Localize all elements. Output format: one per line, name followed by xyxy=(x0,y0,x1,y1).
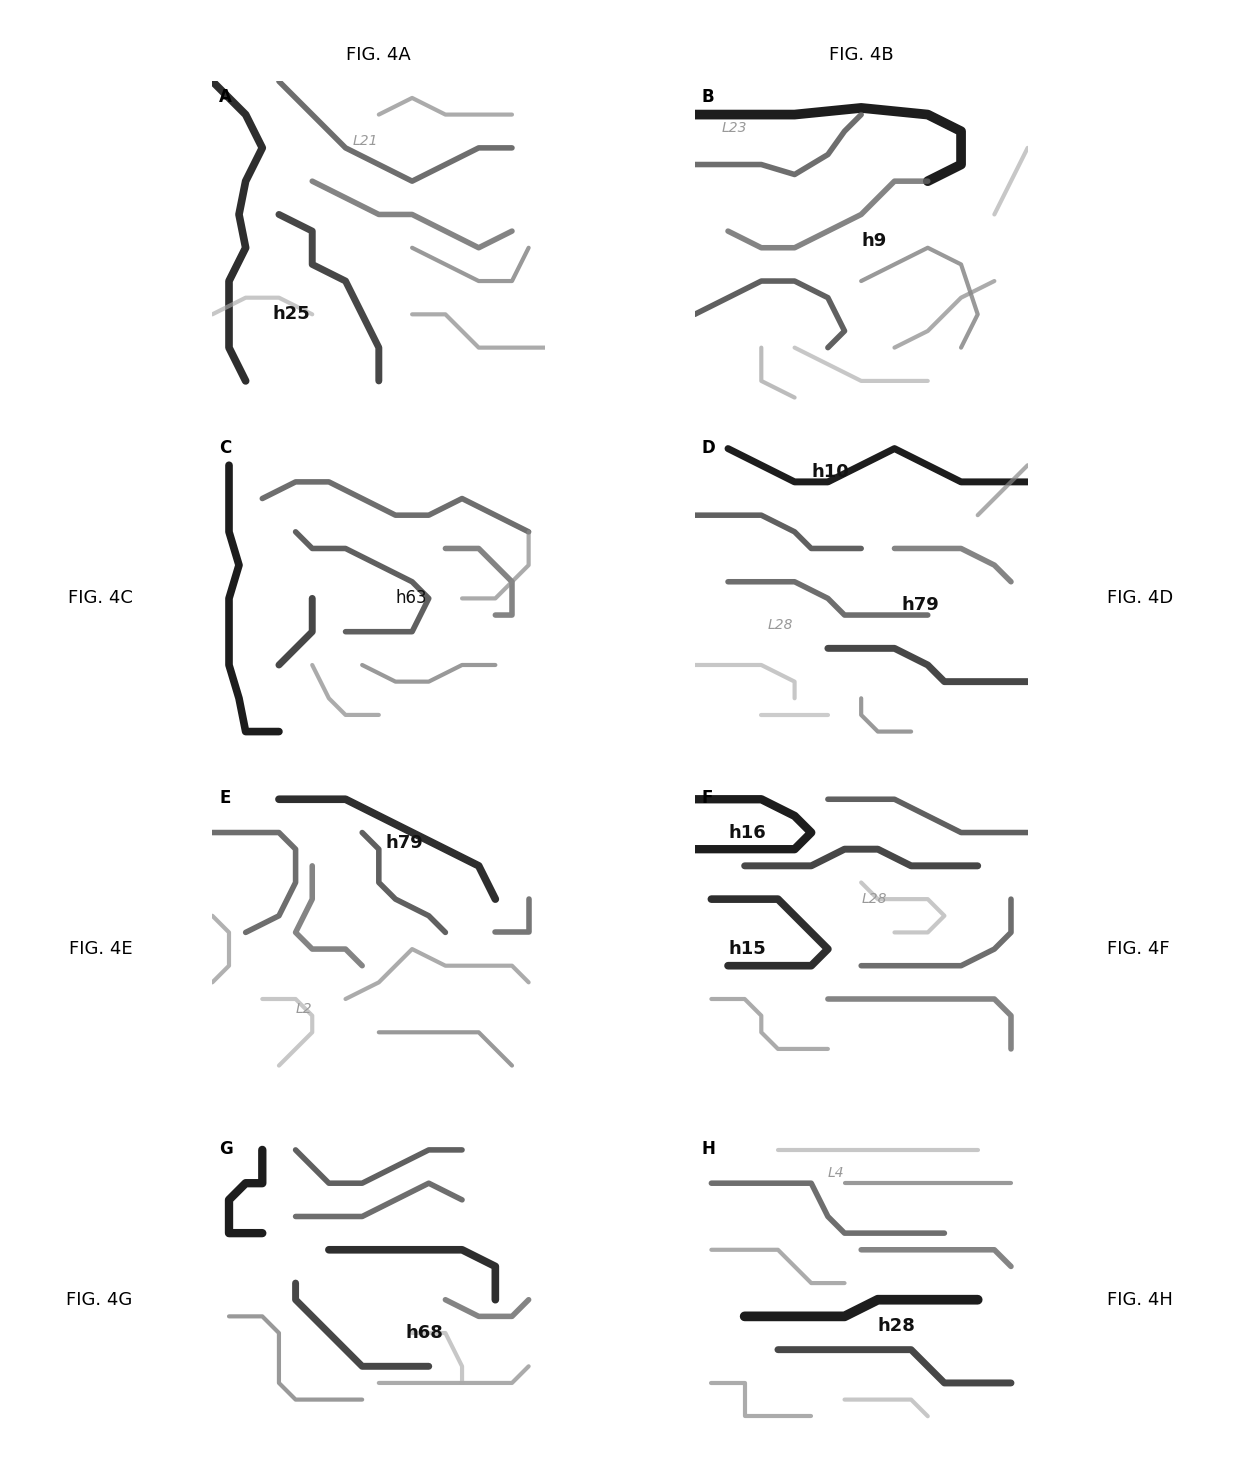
Text: FIG. 4H: FIG. 4H xyxy=(1107,1290,1173,1308)
Text: FIG. 4E: FIG. 4E xyxy=(69,940,133,958)
Text: FIG. 4D: FIG. 4D xyxy=(1107,590,1173,607)
Text: h79: h79 xyxy=(901,596,939,613)
Text: h79: h79 xyxy=(386,834,423,851)
Text: E: E xyxy=(219,789,231,807)
Text: B: B xyxy=(702,89,714,106)
Text: h28: h28 xyxy=(878,1317,915,1335)
Text: FIG. 4A: FIG. 4A xyxy=(346,46,412,64)
Text: L28: L28 xyxy=(861,893,887,906)
Text: L4: L4 xyxy=(828,1166,844,1181)
Text: h25: h25 xyxy=(273,306,310,324)
Text: h15: h15 xyxy=(728,940,766,958)
Text: h68: h68 xyxy=(405,1324,444,1342)
Text: h10: h10 xyxy=(811,463,849,480)
Text: L2: L2 xyxy=(295,1002,312,1015)
Text: C: C xyxy=(219,439,232,457)
Text: D: D xyxy=(702,439,715,457)
Text: L28: L28 xyxy=(768,618,794,633)
Text: FIG. 4B: FIG. 4B xyxy=(828,46,894,64)
Text: h63: h63 xyxy=(396,590,427,607)
Text: L21: L21 xyxy=(352,134,378,148)
Text: H: H xyxy=(702,1140,715,1157)
Text: h16: h16 xyxy=(728,823,766,841)
Text: FIG. 4F: FIG. 4F xyxy=(1107,940,1171,958)
Text: A: A xyxy=(219,89,232,106)
Text: FIG. 4C: FIG. 4C xyxy=(68,590,133,607)
Text: G: G xyxy=(219,1140,233,1157)
Text: L23: L23 xyxy=(722,121,746,134)
Text: h9: h9 xyxy=(861,232,887,250)
Text: F: F xyxy=(702,789,713,807)
Text: FIG. 4G: FIG. 4G xyxy=(67,1290,133,1308)
